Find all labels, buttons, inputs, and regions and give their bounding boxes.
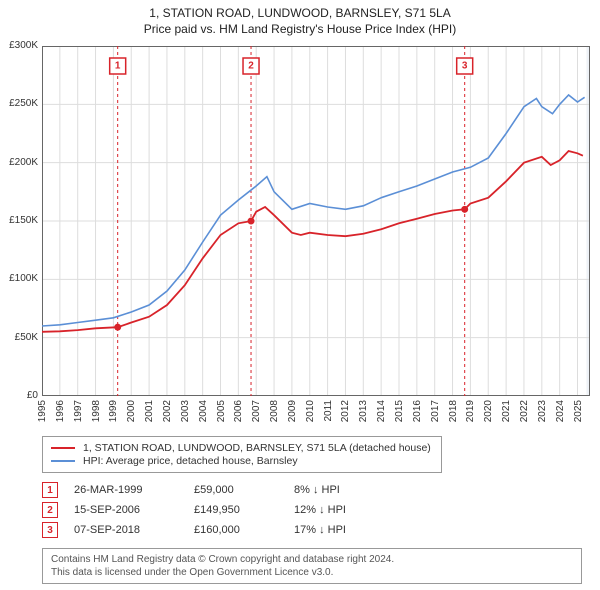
x-tick-label: 2009 (287, 400, 298, 422)
x-tick-label: 2010 (305, 400, 316, 422)
x-tick-label: 2024 (555, 400, 566, 422)
x-tick-label: 2025 (573, 400, 584, 422)
x-tick-label: 1995 (37, 400, 48, 422)
legend-row: 1, STATION ROAD, LUNDWOOD, BARNSLEY, S71… (51, 442, 433, 454)
x-tick-label: 2008 (269, 400, 280, 422)
x-tick-label: 2002 (162, 400, 173, 422)
y-tick-label: £100K (0, 273, 38, 284)
legend-row: HPI: Average price, detached house, Barn… (51, 455, 433, 467)
transaction-diff: 17% ↓ HPI (294, 524, 414, 536)
transaction-diff: 12% ↓ HPI (294, 504, 414, 516)
transaction-marker-box: 1 (42, 482, 58, 498)
x-tick-label: 2017 (430, 400, 441, 422)
x-tick-label: 2012 (340, 400, 351, 422)
x-tick-label: 1999 (108, 400, 119, 422)
x-tick-label: 2015 (394, 400, 405, 422)
transaction-row: 2 15-SEP-2006£149,95012% ↓ HPI (42, 502, 582, 518)
x-tick-label: 2000 (126, 400, 137, 422)
legend-label: HPI: Average price, detached house, Barn… (83, 455, 298, 467)
x-tick-label: 2004 (198, 400, 209, 422)
x-tick-label: 2023 (537, 400, 548, 422)
x-tick-label: 2021 (501, 400, 512, 422)
x-tick-label: 2006 (233, 400, 244, 422)
y-tick-label: £50K (0, 332, 38, 343)
x-tick-label: 1998 (91, 400, 102, 422)
x-tick-label: 2022 (519, 400, 530, 422)
x-tick-label: 1997 (73, 400, 84, 422)
legend-swatch (51, 447, 75, 449)
copyright-box: Contains HM Land Registry data © Crown c… (42, 548, 582, 584)
x-tick-label: 2018 (448, 400, 459, 422)
svg-text:1: 1 (115, 61, 121, 72)
transaction-price: £160,000 (194, 524, 294, 536)
transaction-marker-box: 3 (42, 522, 58, 538)
legend-box: 1, STATION ROAD, LUNDWOOD, BARNSLEY, S71… (42, 436, 442, 473)
transaction-row: 3 07-SEP-2018£160,00017% ↓ HPI (42, 522, 582, 538)
x-tick-label: 2007 (251, 400, 262, 422)
transaction-date: 26-MAR-1999 (74, 484, 194, 496)
x-tick-label: 2005 (216, 400, 227, 422)
chart-title-block: 1, STATION ROAD, LUNDWOOD, BARNSLEY, S71… (0, 0, 600, 36)
transaction-date: 07-SEP-2018 (74, 524, 194, 536)
page-container: 1, STATION ROAD, LUNDWOOD, BARNSLEY, S71… (0, 0, 600, 590)
copyright-line1: Contains HM Land Registry data © Crown c… (51, 553, 573, 566)
legend-label: 1, STATION ROAD, LUNDWOOD, BARNSLEY, S71… (83, 442, 431, 454)
chart-title-line1: 1, STATION ROAD, LUNDWOOD, BARNSLEY, S71… (0, 6, 600, 20)
chart-svg: 1 2 3 (42, 46, 590, 396)
copyright-line2: This data is licensed under the Open Gov… (51, 566, 573, 579)
y-tick-label: £300K (0, 40, 38, 51)
x-tick-label: 1996 (55, 400, 66, 422)
x-tick-label: 2014 (376, 400, 387, 422)
x-tick-label: 2003 (180, 400, 191, 422)
svg-text:3: 3 (462, 61, 468, 72)
chart-area: 1 2 3 (42, 46, 590, 396)
transaction-date: 15-SEP-2006 (74, 504, 194, 516)
y-tick-label: £200K (0, 157, 38, 168)
x-tick-label: 2020 (483, 400, 494, 422)
transactions-list: 1 26-MAR-1999£59,0008% ↓ HPI 2 15-SEP-2006£… (42, 478, 582, 542)
x-tick-label: 2019 (465, 400, 476, 422)
y-tick-label: £150K (0, 215, 38, 226)
transaction-row: 1 26-MAR-1999£59,0008% ↓ HPI (42, 482, 582, 498)
transaction-marker-box: 2 (42, 502, 58, 518)
x-tick-label: 2016 (412, 400, 423, 422)
transaction-price: £59,000 (194, 484, 294, 496)
y-tick-label: £0 (0, 390, 38, 401)
transaction-diff: 8% ↓ HPI (294, 484, 414, 496)
svg-text:2: 2 (248, 61, 254, 72)
x-tick-label: 2013 (358, 400, 369, 422)
chart-title-line2: Price paid vs. HM Land Registry's House … (0, 22, 600, 36)
legend-swatch (51, 460, 75, 462)
x-tick-label: 2001 (144, 400, 155, 422)
transaction-price: £149,950 (194, 504, 294, 516)
x-tick-label: 2011 (323, 400, 334, 422)
y-tick-label: £250K (0, 98, 38, 109)
